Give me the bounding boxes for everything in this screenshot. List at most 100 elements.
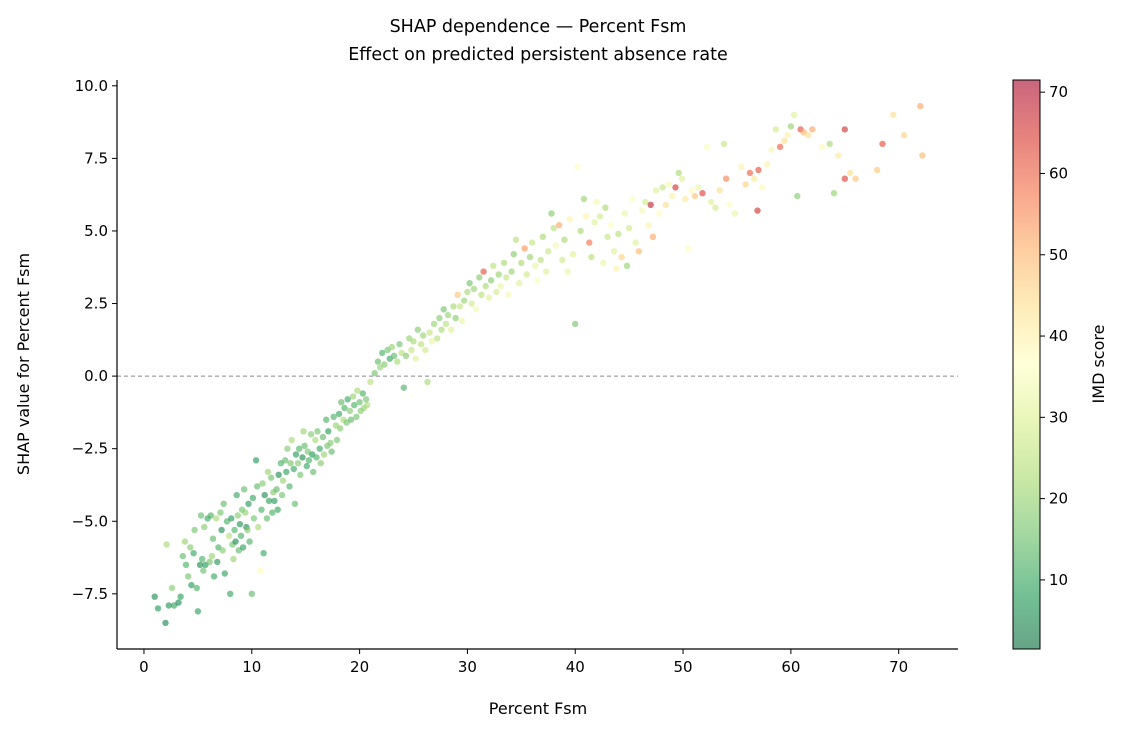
scatter-point: [428, 338, 435, 345]
scatter-point: [659, 184, 666, 191]
scatter-point: [320, 451, 328, 458]
scatter-point: [776, 143, 784, 150]
scatter-point: [615, 230, 622, 238]
colorbar-tick-label: 40: [1049, 327, 1068, 345]
scatter-point: [436, 314, 443, 322]
scatter-point: [470, 285, 478, 293]
scatter-point: [258, 506, 265, 513]
scatter-point: [480, 268, 487, 275]
scatter-point: [257, 567, 264, 574]
scatter-point: [307, 431, 315, 438]
x-tick-label: 70: [889, 658, 908, 676]
scatter-point: [591, 219, 598, 226]
scatter-point: [337, 425, 344, 432]
scatter-point: [434, 335, 441, 342]
scatter-point: [417, 341, 425, 348]
scatter-point: [301, 442, 308, 449]
scatter-point: [335, 410, 343, 418]
scatter-point: [818, 143, 826, 150]
scatter-point: [712, 204, 719, 211]
scatter-point: [456, 303, 464, 310]
scatter-point: [691, 192, 699, 200]
scatter-point: [227, 590, 234, 597]
scatter-point: [742, 181, 749, 188]
scatter-point: [379, 349, 386, 357]
scatter-point: [207, 512, 214, 519]
scatter-point: [233, 491, 240, 499]
scatter-point: [200, 567, 207, 574]
scatter-point: [682, 195, 689, 203]
scatter-point: [181, 538, 189, 545]
scatter-point: [312, 436, 319, 444]
scatter-point: [286, 483, 293, 490]
scatter-point: [852, 175, 859, 182]
scatter-point: [234, 512, 241, 519]
scatter-point: [213, 515, 220, 522]
scatter-point: [618, 253, 625, 261]
scatter-point: [236, 521, 244, 528]
scatter-point: [426, 329, 433, 336]
scatter-point: [841, 175, 848, 182]
scatter-point: [344, 396, 351, 403]
scatter-point: [879, 140, 886, 148]
scatter-point: [532, 262, 539, 269]
scatter-point: [260, 550, 267, 557]
x-tick-label: 10: [242, 658, 261, 676]
scatter-point: [250, 515, 258, 522]
scatter-point: [561, 236, 568, 243]
scatter-point: [452, 314, 459, 322]
scatter-point: [374, 358, 382, 365]
scatter-point: [726, 201, 733, 208]
scatter-point: [510, 251, 517, 258]
scatter-point: [269, 509, 276, 516]
scatter-point: [248, 590, 255, 597]
colorbar-tick-label: 10: [1049, 571, 1068, 589]
scatter-point: [228, 515, 235, 522]
scatter-point: [346, 407, 354, 415]
scatter-point: [781, 137, 788, 145]
scatter-point: [323, 416, 330, 423]
scatter-point: [362, 396, 370, 403]
scatter-point: [523, 271, 530, 278]
scatter-point: [751, 175, 758, 182]
scatter-point: [274, 506, 281, 513]
scatter-point: [341, 404, 348, 412]
scatter-point: [613, 265, 620, 272]
colorbar-tick-label: 50: [1049, 246, 1068, 264]
scatter-point: [497, 282, 504, 290]
scatter-point: [919, 152, 926, 159]
scatter-point: [410, 338, 417, 345]
scatter-point: [367, 378, 374, 386]
scatter-points: [151, 102, 926, 627]
scatter-point: [772, 126, 779, 133]
scatter-point: [917, 102, 924, 110]
scatter-point: [218, 526, 225, 534]
scatter-point: [356, 399, 363, 406]
scatter-point: [688, 187, 695, 194]
scatter-point: [755, 166, 762, 174]
scatter-point: [246, 538, 253, 545]
scatter-point: [424, 378, 431, 386]
scatter-point: [478, 291, 485, 298]
scatter-point: [645, 222, 652, 229]
scatter-point: [264, 468, 272, 476]
scatter-point: [695, 184, 702, 191]
scatter-point: [768, 146, 775, 153]
y-tick-label: 7.5: [84, 149, 108, 167]
scatter-point: [363, 401, 371, 409]
colorbar-tick-label: 20: [1049, 490, 1068, 508]
scatter-point: [430, 320, 438, 328]
scatter-point: [528, 239, 536, 246]
y-tick-label: −2.5: [72, 440, 108, 458]
scatter-point: [245, 500, 252, 507]
scatter-point: [442, 320, 450, 328]
scatter-point: [707, 198, 715, 206]
scatter-point: [596, 213, 604, 220]
scatter-point: [534, 277, 541, 284]
scatter-point: [232, 538, 239, 545]
scatter-point: [610, 248, 618, 255]
scatter-point: [593, 198, 600, 206]
y-tick-label: −5.0: [72, 512, 108, 530]
scatter-point: [300, 428, 307, 435]
